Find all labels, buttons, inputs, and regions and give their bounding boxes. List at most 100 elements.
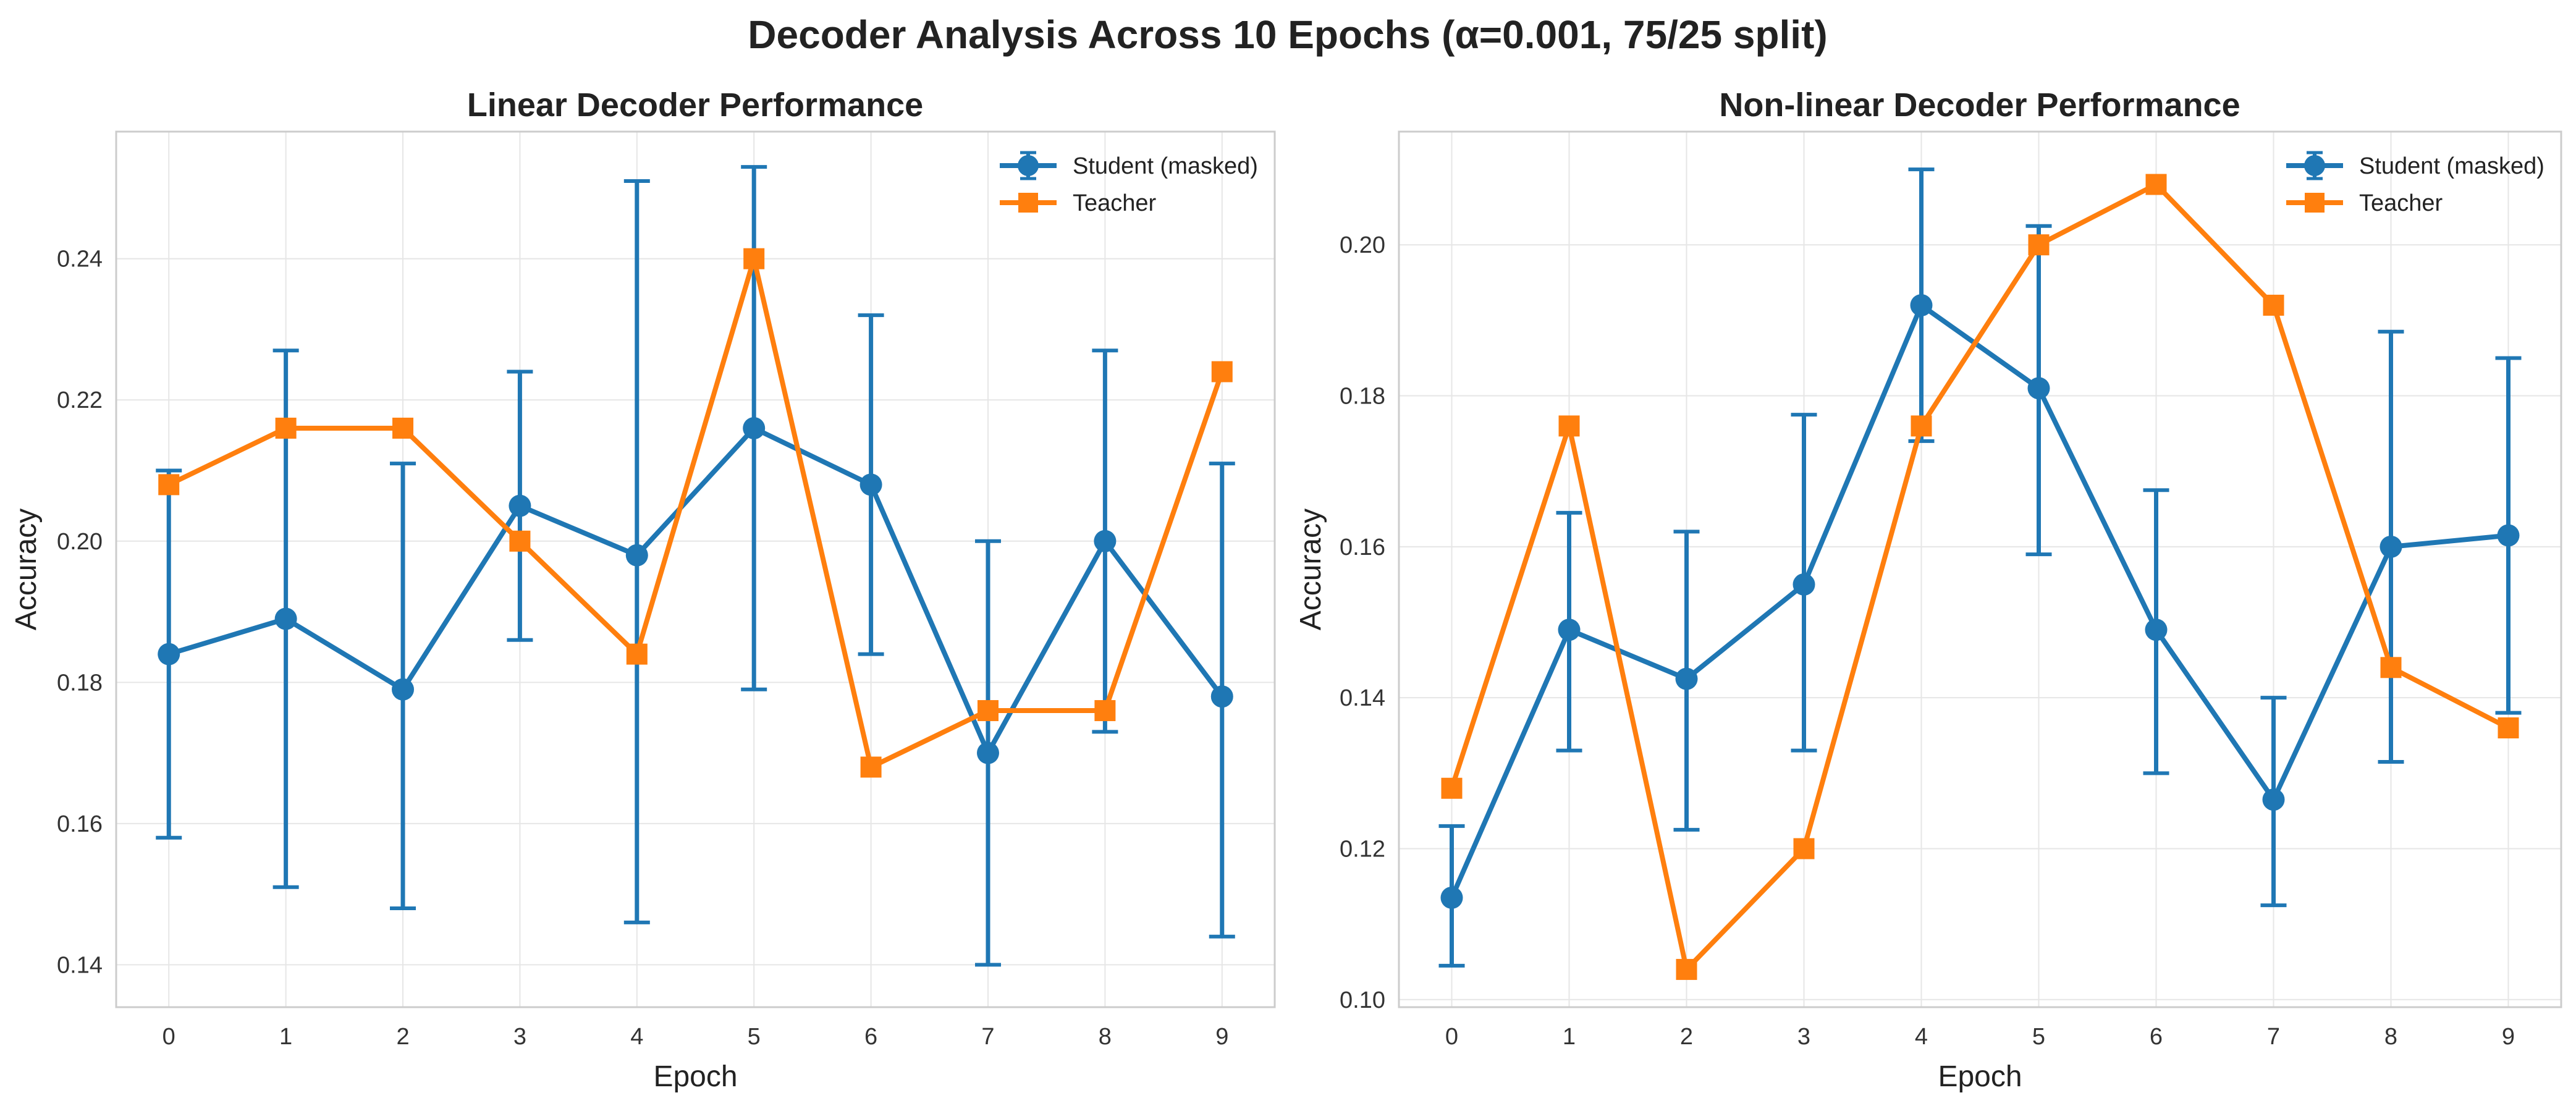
y-tick-label: 0.14 [57,952,103,978]
y-tick-label: 0.24 [57,247,103,272]
legend-marker [1018,155,1039,176]
legend-label: Teacher [1073,190,1157,216]
data-point [860,756,882,778]
plot-frame [115,130,1276,1008]
data-point [1558,619,1581,641]
y-tick-label: 0.20 [1340,232,1385,258]
panel-title: Linear Decoder Performance [467,87,923,124]
x-tick-label: 3 [1797,1024,1810,1050]
x-tick-label: 8 [2384,1024,2397,1050]
data-point [2262,788,2285,811]
x-tick-label: 6 [2150,1024,2163,1050]
data-point [158,643,180,665]
x-tick-label: 4 [1915,1024,1928,1050]
y-tick-label: 0.16 [57,811,103,837]
teacher-series [1441,174,2519,980]
legend-label: Student (masked) [2359,153,2544,179]
series-line [167,256,1225,770]
data-point [1793,573,1815,596]
data-point [1676,958,1697,980]
data-point [743,248,765,269]
series-line [1449,182,2510,972]
data-point [2380,535,2402,558]
data-point [1675,667,1698,690]
data-point [1440,886,1463,909]
data-point [1094,530,1117,552]
plot-area [1399,132,2561,1007]
data-point [2028,234,2050,256]
x-tick-label: 2 [396,1024,409,1050]
x-axis-label: Epoch [653,1060,737,1093]
y-tick-label: 0.20 [57,529,103,555]
y-tick-label: 0.16 [1340,534,1385,560]
x-tick-label: 4 [630,1024,643,1050]
data-point [976,741,999,764]
series-line [1449,303,2509,899]
x-tick-label: 7 [2267,1024,2280,1050]
data-point [2263,294,2284,316]
plot-area [116,132,1275,1007]
data-point [1910,294,1933,316]
x-tick-label: 9 [1215,1024,1228,1050]
x-axis-label: Epoch [1938,1060,2022,1093]
data-point [509,530,531,552]
x-tick-label: 8 [1099,1024,1112,1050]
legend: Student (masked) Teacher [2286,151,2544,216]
data-point [1911,415,1932,437]
y-tick-label: 0.22 [57,387,103,413]
x-tick-label: 1 [1563,1024,1576,1050]
panel-title: Non-linear Decoder Performance [1719,87,2240,124]
x-tick-label: 5 [748,1024,761,1050]
series-line [168,426,1224,756]
data-point [392,417,414,439]
data-point [977,700,999,722]
linear-decoder-panel: 0.14 0.16 0.18 0.20 0.22 0.24 0 1 2 3 4 5 6 7 8 9 Linear… [10,87,1276,1093]
x-tick-label: 7 [981,1024,994,1050]
nonlinear-decoder-panel: 0.10 0.12 0.14 0.16 0.18 0.20 0 1 2 3 4 5 6 7 8 9 Non-li… [1294,87,2562,1093]
data-point [275,417,297,439]
legend-marker [2304,155,2325,176]
data-point [1211,361,1233,382]
data-point [509,494,531,517]
data-point [2380,657,2402,678]
x-tick-label: 0 [1445,1024,1458,1050]
data-point [1094,700,1116,722]
data-point [2145,619,2168,641]
legend-label: Teacher [2359,190,2443,216]
data-point [158,474,180,496]
y-tick-label: 0.10 [1340,987,1385,1013]
x-tick-label: 2 [1680,1024,1693,1050]
data-point [625,544,648,567]
x-tick-label: 1 [279,1024,292,1050]
x-tick-label: 0 [163,1024,175,1050]
data-point [2497,524,2520,547]
figure-title: Decoder Analysis Across 10 Epochs (α=0.0… [748,12,1827,57]
x-tick-label: 3 [513,1024,526,1050]
data-point [2498,717,2519,739]
legend-marker [2305,193,2325,213]
data-point [1793,838,1815,859]
data-point [274,607,297,630]
y-axis-label: Accuracy [1294,509,1327,630]
y-tick-label: 0.12 [1340,836,1385,862]
y-axis-label: Accuracy [10,509,43,630]
x-tick-label: 5 [2032,1024,2045,1050]
legend-marker [1018,193,1038,213]
legend-label: Student (masked) [1073,153,1258,179]
data-point [1210,685,1233,708]
legend: Student (masked) Teacher [1000,151,1258,216]
data-point [743,416,766,439]
data-point [859,473,882,496]
x-tick-label: 6 [864,1024,877,1050]
student-series [1438,167,2522,968]
teacher-series [158,248,1233,778]
plot-frame [1398,130,2562,1008]
data-point [1558,415,1580,437]
data-point [1441,777,1463,799]
y-tick-label: 0.18 [57,670,103,696]
y-tick-label: 0.14 [1340,685,1385,711]
x-tick-label: 9 [2502,1024,2515,1050]
y-tick-label: 0.18 [1340,384,1385,410]
student-series [156,165,1235,967]
